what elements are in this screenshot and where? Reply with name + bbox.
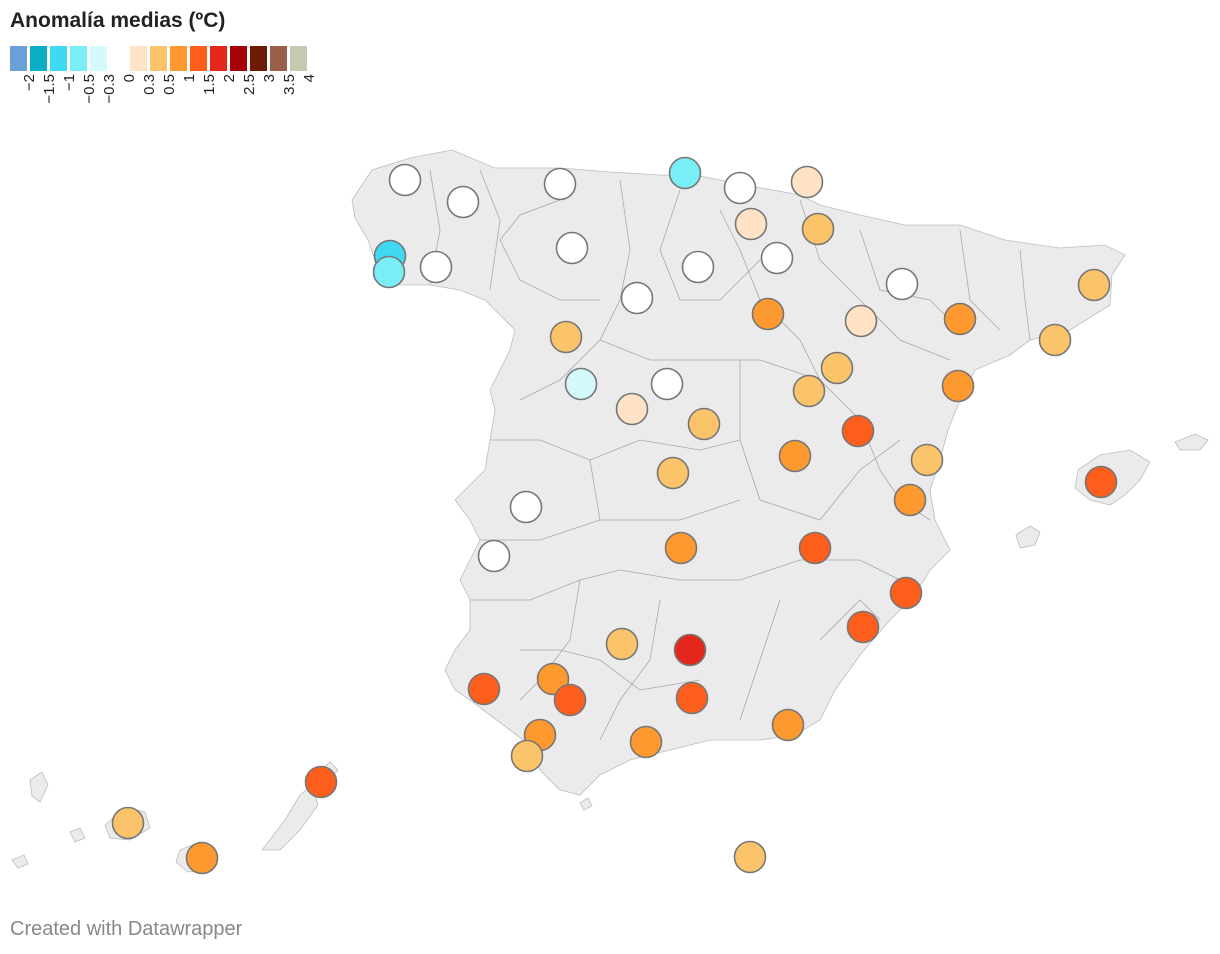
la-palma [29, 771, 49, 803]
legend-swatch [10, 46, 27, 71]
station-marker[interactable] [675, 681, 709, 715]
station-marker[interactable] [941, 369, 975, 403]
legend-swatch [30, 46, 47, 71]
station-marker[interactable] [792, 374, 826, 408]
legend-swatch [250, 46, 267, 71]
legend-swatch [230, 46, 247, 71]
station-marker[interactable] [801, 212, 835, 246]
station-marker[interactable] [185, 841, 219, 875]
la-gomera [69, 827, 86, 843]
station-marker[interactable] [943, 302, 977, 336]
legend-swatch [90, 46, 107, 71]
station-marker[interactable] [553, 683, 587, 717]
station-marker[interactable] [615, 392, 649, 426]
station-marker[interactable] [111, 806, 145, 840]
fuerteventura [261, 784, 319, 851]
station-marker[interactable] [673, 633, 707, 667]
station-marker[interactable] [650, 367, 684, 401]
station-marker[interactable] [723, 171, 757, 205]
station-marker[interactable] [388, 163, 422, 197]
station-marker[interactable] [734, 207, 768, 241]
station-marker[interactable] [1084, 465, 1118, 499]
station-marker[interactable] [477, 539, 511, 573]
station-marker[interactable] [889, 576, 923, 610]
legend-swatch [270, 46, 287, 71]
station-marker[interactable] [790, 165, 824, 199]
land-shapes [11, 149, 1209, 873]
legend-swatch [190, 46, 207, 71]
station-marker[interactable] [760, 241, 794, 275]
station-marker[interactable] [893, 483, 927, 517]
station-marker[interactable] [668, 156, 702, 190]
station-marker[interactable] [446, 185, 480, 219]
legend-swatch [50, 46, 67, 71]
spain-mainland [351, 149, 1126, 796]
station-marker[interactable] [372, 255, 406, 289]
station-marker[interactable] [885, 267, 919, 301]
station-marker[interactable] [555, 231, 589, 265]
station-marker[interactable] [605, 627, 639, 661]
map-title: Anomalía medias (ºC) [10, 9, 226, 32]
station-marker[interactable] [510, 739, 544, 773]
station-marker[interactable] [733, 840, 767, 874]
legend-swatch [210, 46, 227, 71]
station-marker[interactable] [687, 407, 721, 441]
station-marker[interactable] [844, 304, 878, 338]
station-marker[interactable] [629, 725, 663, 759]
station-marker[interactable] [543, 167, 577, 201]
station-marker[interactable] [841, 414, 875, 448]
credit-footer: Created with Datawrapper [10, 918, 243, 940]
station-marker[interactable] [846, 610, 880, 644]
ibiza [1015, 525, 1041, 549]
station-marker[interactable] [509, 490, 543, 524]
station-marker[interactable] [681, 250, 715, 284]
station-marker[interactable] [656, 456, 690, 490]
station-marker[interactable] [304, 765, 338, 799]
station-markers [111, 156, 1118, 875]
station-marker[interactable] [467, 672, 501, 706]
legend-swatch [290, 46, 307, 71]
legend-swatch [130, 46, 147, 71]
station-marker[interactable] [549, 320, 583, 354]
station-marker[interactable] [778, 439, 812, 473]
station-marker[interactable] [564, 367, 598, 401]
station-marker[interactable] [620, 281, 654, 315]
ceuta [579, 797, 593, 811]
el-hierro [11, 854, 29, 869]
color-legend: −2 −1.5 −1 −0.5 −0.3 0 0.3 0.5 1 1.5 2 2.5 3 3.5 4 [10, 46, 340, 126]
legend-swatch [70, 46, 87, 71]
station-marker[interactable] [664, 531, 698, 565]
station-marker[interactable] [1077, 268, 1111, 302]
station-marker[interactable] [771, 708, 805, 742]
menorca [1174, 433, 1209, 451]
station-marker[interactable] [751, 297, 785, 331]
station-marker[interactable] [419, 250, 453, 284]
station-marker[interactable] [820, 351, 854, 385]
station-marker[interactable] [798, 531, 832, 565]
legend-swatch [170, 46, 187, 71]
legend-swatch [150, 46, 167, 71]
station-marker[interactable] [1038, 323, 1072, 357]
legend-swatch [110, 46, 127, 71]
station-marker[interactable] [910, 443, 944, 477]
